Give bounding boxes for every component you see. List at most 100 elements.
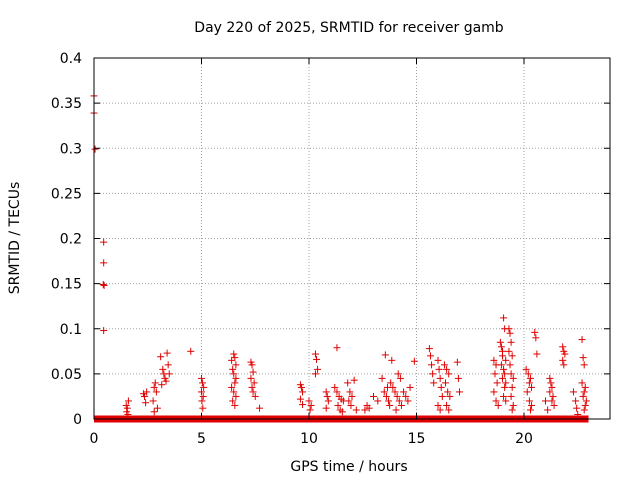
data-point <box>509 401 517 409</box>
data-point <box>158 381 166 389</box>
data-point <box>230 370 238 378</box>
data-point <box>500 314 508 322</box>
data-point <box>445 406 453 414</box>
data-point <box>323 392 331 400</box>
data-point <box>165 370 173 378</box>
data-point <box>496 338 504 346</box>
data-point <box>299 388 307 396</box>
data-point <box>91 145 99 153</box>
data-point <box>581 383 589 391</box>
y-tick-label: 0.3 <box>60 141 82 157</box>
data-point <box>561 350 569 358</box>
data-point <box>100 281 108 289</box>
y-tick-label: 0 <box>73 412 82 428</box>
data-point <box>531 328 539 336</box>
data-point <box>164 361 172 369</box>
y-tick-label: 0.2 <box>60 232 82 248</box>
data-point <box>502 397 510 405</box>
x-tick-label: 20 <box>515 431 533 447</box>
data-point <box>123 404 131 412</box>
data-point <box>297 383 305 391</box>
data-point <box>549 392 557 400</box>
data-point <box>506 361 514 369</box>
data-point <box>580 406 588 414</box>
data-point <box>199 392 207 400</box>
data-point <box>150 383 158 391</box>
data-point <box>578 379 586 387</box>
data-point <box>306 406 314 414</box>
data-point <box>387 379 395 387</box>
data-point <box>229 365 237 373</box>
data-point <box>338 408 346 416</box>
data-point <box>251 392 259 400</box>
x-tick-label: 15 <box>408 431 426 447</box>
data-point <box>99 281 107 289</box>
data-point <box>381 351 389 359</box>
data-point <box>249 368 257 376</box>
data-point <box>491 370 499 378</box>
data-point <box>142 399 150 407</box>
data-point <box>198 388 205 396</box>
data-point <box>559 356 567 364</box>
y-tick-label: 0.25 <box>51 186 82 202</box>
grid-lines <box>94 58 610 419</box>
data-point <box>361 406 369 414</box>
data-point <box>404 397 412 405</box>
chart-title: Day 220 of 2025, SRMTID for receiver gam… <box>194 20 504 36</box>
data-point <box>231 379 239 387</box>
x-tick-labels: 0 5 10 15 20 <box>90 431 533 447</box>
data-point <box>490 356 498 364</box>
data-point <box>526 374 534 382</box>
data-point <box>493 379 501 387</box>
data-point <box>150 408 158 416</box>
data-point <box>163 349 171 357</box>
data-point <box>100 259 108 267</box>
data-point <box>507 392 515 400</box>
data-point <box>499 374 506 382</box>
data-point <box>533 350 541 358</box>
data-point <box>322 404 330 412</box>
data-point <box>523 388 531 396</box>
data-point <box>402 392 410 400</box>
data-point <box>299 401 307 409</box>
data-point <box>508 383 516 391</box>
data-point <box>445 370 453 378</box>
data-point <box>232 392 240 400</box>
data-point <box>522 365 530 373</box>
data-point <box>490 388 498 396</box>
data-point <box>525 379 533 387</box>
data-point <box>579 392 587 400</box>
data-point <box>506 329 514 337</box>
data-point <box>392 406 400 414</box>
data-point <box>231 401 239 409</box>
data-point <box>500 365 508 373</box>
data-point <box>100 238 108 246</box>
data-point <box>307 401 315 409</box>
data-point <box>501 383 509 391</box>
data-point <box>435 365 443 373</box>
data-point <box>228 383 236 391</box>
data-point <box>550 401 558 409</box>
data-point <box>426 352 434 360</box>
y-tick-labels: 0 0.05 0.1 0.15 0.2 0.25 0.3 0.35 0.4 <box>51 51 82 428</box>
data-point <box>324 397 332 405</box>
data-point <box>247 374 255 382</box>
data-point <box>454 374 462 382</box>
data-point <box>524 370 532 378</box>
data-point <box>569 388 577 396</box>
data-point <box>149 397 157 405</box>
data-point <box>505 347 513 355</box>
x-tick-label: 10 <box>300 431 318 447</box>
data-point <box>497 361 505 369</box>
data-point <box>560 361 568 369</box>
data-point <box>572 397 580 405</box>
data-point <box>434 356 442 364</box>
data-point <box>507 370 515 378</box>
y-tick-label: 0.35 <box>51 96 82 112</box>
data-point <box>232 374 240 382</box>
data-point <box>444 388 452 396</box>
data-point <box>578 336 586 344</box>
data-point <box>344 379 352 387</box>
data-point <box>453 358 461 366</box>
data-point <box>365 404 373 412</box>
